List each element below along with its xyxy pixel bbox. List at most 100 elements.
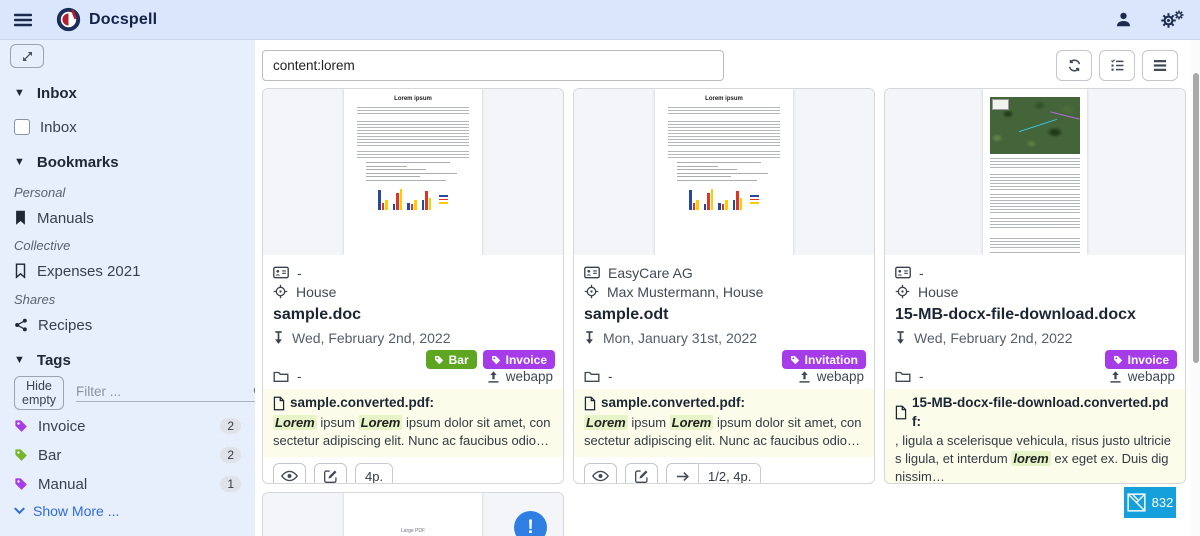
tag-icon	[14, 477, 28, 491]
list-view-button[interactable]	[1142, 50, 1178, 81]
source-label: webapp	[487, 369, 553, 384]
item-tags: Bar Invoice	[263, 347, 563, 369]
tag-filter-field	[76, 384, 255, 402]
file-icon	[895, 405, 907, 420]
fulltext-snippet: sample.converted.pdf: Lorem ipsum Lorem …	[574, 389, 874, 457]
tag-icon	[14, 419, 28, 433]
app-brand[interactable]: Docspell	[56, 7, 157, 32]
sidebar-section-inbox[interactable]: ▼ Inbox	[14, 84, 77, 102]
item-date-row: Mon, January 31st, 2022	[584, 328, 864, 347]
tag-pill[interactable]: Invoice	[482, 350, 555, 369]
attachment-name: sample.converted.pdf:	[584, 394, 864, 413]
caret-down-icon: ▼	[14, 156, 25, 168]
preview-eye-button[interactable]	[273, 462, 306, 483]
id-card-icon	[273, 266, 289, 279]
attachment-page-count-label: 1/2, 4p.	[698, 462, 762, 483]
scrollbar-track[interactable]	[1191, 40, 1200, 536]
sidebar-item-manuals[interactable]: Manuals	[0, 207, 255, 229]
bookmarks-group-shares: Shares	[14, 292, 56, 307]
sidebar-section-tags[interactable]: ▼ Tags	[14, 351, 71, 369]
sidebar-item-expenses-2021[interactable]: Expenses 2021	[0, 260, 255, 282]
upload-icon	[1109, 370, 1122, 384]
tag-pill[interactable]: Invoice	[1104, 350, 1177, 369]
tag-pill[interactable]: Bar	[425, 350, 477, 369]
top-navbar: Docspell	[0, 0, 1200, 40]
folder-label: -	[273, 369, 302, 384]
item-card-sample-doc[interactable]: Lorem ipsum - House	[262, 88, 564, 484]
item-card-15mb-docx[interactable]: - House 15-MB-docx-file-download.docx We…	[884, 88, 1186, 484]
tag-filter-input[interactable]	[76, 384, 254, 399]
hamburger-menu-icon[interactable]	[14, 13, 32, 27]
fulltext-snippet: sample.converted.pdf: Lorem ipsum Lorem …	[263, 389, 563, 457]
inbox-checkbox[interactable]	[14, 119, 30, 135]
settings-gears-icon[interactable]	[1160, 10, 1184, 30]
main-content: Lorem ipsum - House	[255, 40, 1200, 536]
new-item-indicator: !	[514, 511, 547, 536]
sidebar-item-inbox[interactable]: Inbox	[0, 116, 255, 138]
item-card-partial[interactable]: Large PDF !	[262, 492, 564, 536]
next-attachment-button[interactable]	[666, 462, 699, 483]
tag-count-badge: 2	[220, 418, 241, 434]
bookmark-filled-icon	[14, 210, 27, 226]
page-count-label: 4p.	[355, 462, 394, 483]
folder-icon	[273, 370, 289, 383]
document-thumbnail[interactable]	[885, 89, 1185, 255]
bookmark-outline-icon	[14, 263, 27, 279]
document-thumbnail[interactable]: Large PDF	[263, 493, 563, 536]
arrow-down-date-icon	[584, 330, 595, 345]
crosshair-person-icon	[895, 284, 910, 299]
crosshair-person-icon	[273, 284, 288, 299]
elm-logo-icon	[1127, 493, 1146, 512]
sidebar-tag-invoice[interactable]: Invoice 2	[0, 415, 255, 437]
refresh-button[interactable]	[1056, 50, 1092, 81]
select-mode-button[interactable]	[1099, 50, 1135, 81]
upload-icon	[487, 370, 500, 384]
tag-pill[interactable]: Invitation	[781, 350, 866, 369]
bookmarks-group-personal: Personal	[14, 185, 66, 200]
item-title: sample.odt	[584, 306, 669, 323]
tag-count-badge: 1	[220, 476, 241, 492]
sidebar: ▼ Inbox Inbox ▼ Bookmarks Personal Manua…	[0, 40, 255, 536]
correspondent-org-row: -	[895, 263, 1175, 282]
attachment-name: sample.converted.pdf:	[273, 394, 553, 413]
sidebar-item-recipes[interactable]: Recipes	[0, 314, 255, 336]
edit-button[interactable]	[314, 462, 347, 483]
show-more-link[interactable]: Show More ...	[0, 502, 255, 520]
sidebar-tag-manual[interactable]: Manual 1	[0, 473, 255, 495]
bookmarks-group-collective: Collective	[14, 238, 71, 253]
app-title: Docspell	[89, 10, 158, 28]
search-input[interactable]	[262, 50, 724, 81]
sidebar-tag-bar[interactable]: Bar 2	[0, 444, 255, 466]
scrollbar-thumb[interactable]	[1193, 73, 1199, 363]
document-thumbnail[interactable]: Lorem ipsum	[263, 89, 563, 255]
folder-label: -	[895, 369, 924, 384]
arrow-down-date-icon	[273, 330, 284, 345]
edit-button[interactable]	[625, 462, 658, 483]
chevron-down-icon	[14, 507, 25, 515]
document-thumbnail[interactable]: Lorem ipsum	[574, 89, 874, 255]
sidebar-section-bookmarks[interactable]: ▼ Bookmarks	[14, 153, 119, 171]
item-tags: Invitation	[574, 347, 874, 369]
share-icon	[14, 318, 28, 332]
item-card-sample-odt[interactable]: Lorem ipsum EasyCare AG	[573, 88, 875, 484]
tag-icon	[14, 448, 28, 462]
correspondent-org-row: EasyCare AG	[584, 263, 864, 282]
sidebar-collapse-button[interactable]	[10, 44, 44, 68]
user-menu-icon[interactable]	[1115, 11, 1132, 28]
caret-down-icon: ▼	[14, 87, 25, 99]
item-date-row: Wed, February 2nd, 2022	[895, 328, 1175, 347]
item-title: 15-MB-docx-file-download.docx	[895, 306, 1136, 323]
concerning-person-row: House	[895, 282, 1175, 301]
search-icon	[253, 385, 255, 398]
id-card-icon	[584, 266, 600, 279]
file-icon	[273, 396, 285, 411]
attachment-name: 15-MB-docx-file-download.converted.pdf:	[895, 394, 1175, 431]
source-label: webapp	[798, 369, 864, 384]
concerning-person-row: House	[273, 282, 553, 301]
upload-icon	[798, 370, 811, 384]
elm-debugger-badge[interactable]: 832	[1124, 487, 1176, 518]
hide-empty-button[interactable]: Hide empty	[14, 376, 65, 410]
preview-eye-button[interactable]	[584, 462, 617, 483]
item-date-row: Wed, February 2nd, 2022	[273, 328, 553, 347]
file-icon	[584, 396, 596, 411]
